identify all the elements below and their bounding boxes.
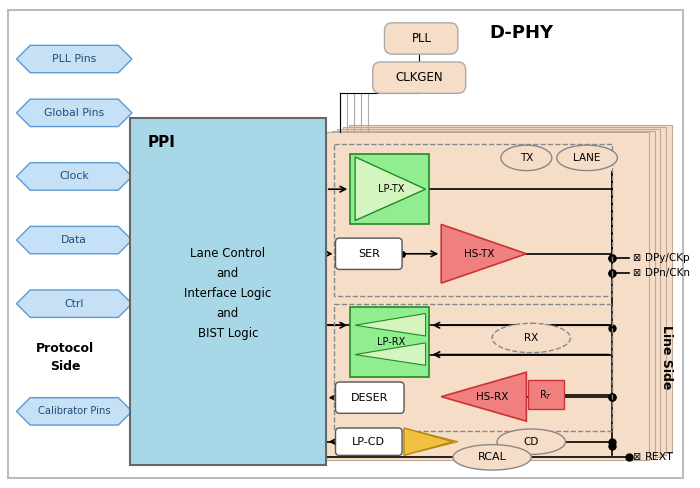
Text: LANE: LANE xyxy=(573,153,601,163)
Polygon shape xyxy=(17,163,132,190)
Bar xyxy=(349,125,672,453)
Text: Line Side: Line Side xyxy=(660,325,673,390)
Text: ⊠: ⊠ xyxy=(632,253,640,263)
Text: DESER: DESER xyxy=(351,393,388,403)
Text: ⊠: ⊠ xyxy=(632,268,640,278)
Text: Data: Data xyxy=(62,235,88,245)
Polygon shape xyxy=(441,224,526,283)
FancyBboxPatch shape xyxy=(372,62,466,93)
FancyBboxPatch shape xyxy=(384,23,458,54)
Ellipse shape xyxy=(497,429,566,454)
Text: LP-RX: LP-RX xyxy=(377,337,405,347)
Text: PLL Pins: PLL Pins xyxy=(52,54,97,64)
FancyBboxPatch shape xyxy=(335,382,404,413)
Polygon shape xyxy=(17,226,132,254)
Text: HS-RX: HS-RX xyxy=(476,392,508,402)
Bar xyxy=(350,154,428,224)
Text: HS-TX: HS-TX xyxy=(464,249,495,259)
Text: DPy/CKp: DPy/CKp xyxy=(645,253,690,263)
Polygon shape xyxy=(355,343,426,366)
Text: DPn/CKn: DPn/CKn xyxy=(645,268,690,278)
Ellipse shape xyxy=(492,323,570,353)
Bar xyxy=(337,129,660,457)
Polygon shape xyxy=(17,99,132,126)
Text: Clock: Clock xyxy=(60,171,89,182)
Text: Lane Control
and
Interface Logic
and
BIST Logic: Lane Control and Interface Logic and BIS… xyxy=(184,247,272,341)
Text: Global Pins: Global Pins xyxy=(44,108,104,118)
Text: PLL: PLL xyxy=(412,32,432,45)
Text: PPI: PPI xyxy=(148,135,176,150)
FancyBboxPatch shape xyxy=(335,428,402,455)
Text: CD: CD xyxy=(524,437,539,447)
Text: Ctrl: Ctrl xyxy=(64,299,84,309)
Bar xyxy=(130,118,326,465)
Text: CLKGEN: CLKGEN xyxy=(395,71,442,84)
Polygon shape xyxy=(419,432,458,451)
Bar xyxy=(528,380,564,409)
Text: LP-CD: LP-CD xyxy=(352,437,385,447)
Ellipse shape xyxy=(556,145,617,171)
Polygon shape xyxy=(17,45,132,73)
Text: TX: TX xyxy=(519,153,533,163)
Ellipse shape xyxy=(501,145,552,171)
Text: RX: RX xyxy=(524,333,538,343)
Text: REXT: REXT xyxy=(645,452,673,462)
Polygon shape xyxy=(17,290,132,317)
Text: ⊠: ⊠ xyxy=(632,452,640,462)
Polygon shape xyxy=(355,157,426,221)
Polygon shape xyxy=(355,313,426,336)
Polygon shape xyxy=(441,372,526,421)
Text: Protocol
Side: Protocol Side xyxy=(36,342,95,373)
Bar xyxy=(344,127,666,455)
Text: R$_T$: R$_T$ xyxy=(539,388,553,402)
Polygon shape xyxy=(404,428,453,455)
FancyBboxPatch shape xyxy=(335,238,402,269)
Bar xyxy=(350,306,428,377)
Bar xyxy=(332,131,654,459)
Text: RCAL: RCAL xyxy=(477,452,507,462)
Ellipse shape xyxy=(453,445,531,470)
Polygon shape xyxy=(17,398,132,425)
Text: D-PHY: D-PHY xyxy=(489,23,554,41)
Bar xyxy=(326,132,649,460)
Text: LP-TX: LP-TX xyxy=(378,184,405,194)
Text: Calibrator Pins: Calibrator Pins xyxy=(38,407,111,416)
Text: SER: SER xyxy=(358,249,379,259)
